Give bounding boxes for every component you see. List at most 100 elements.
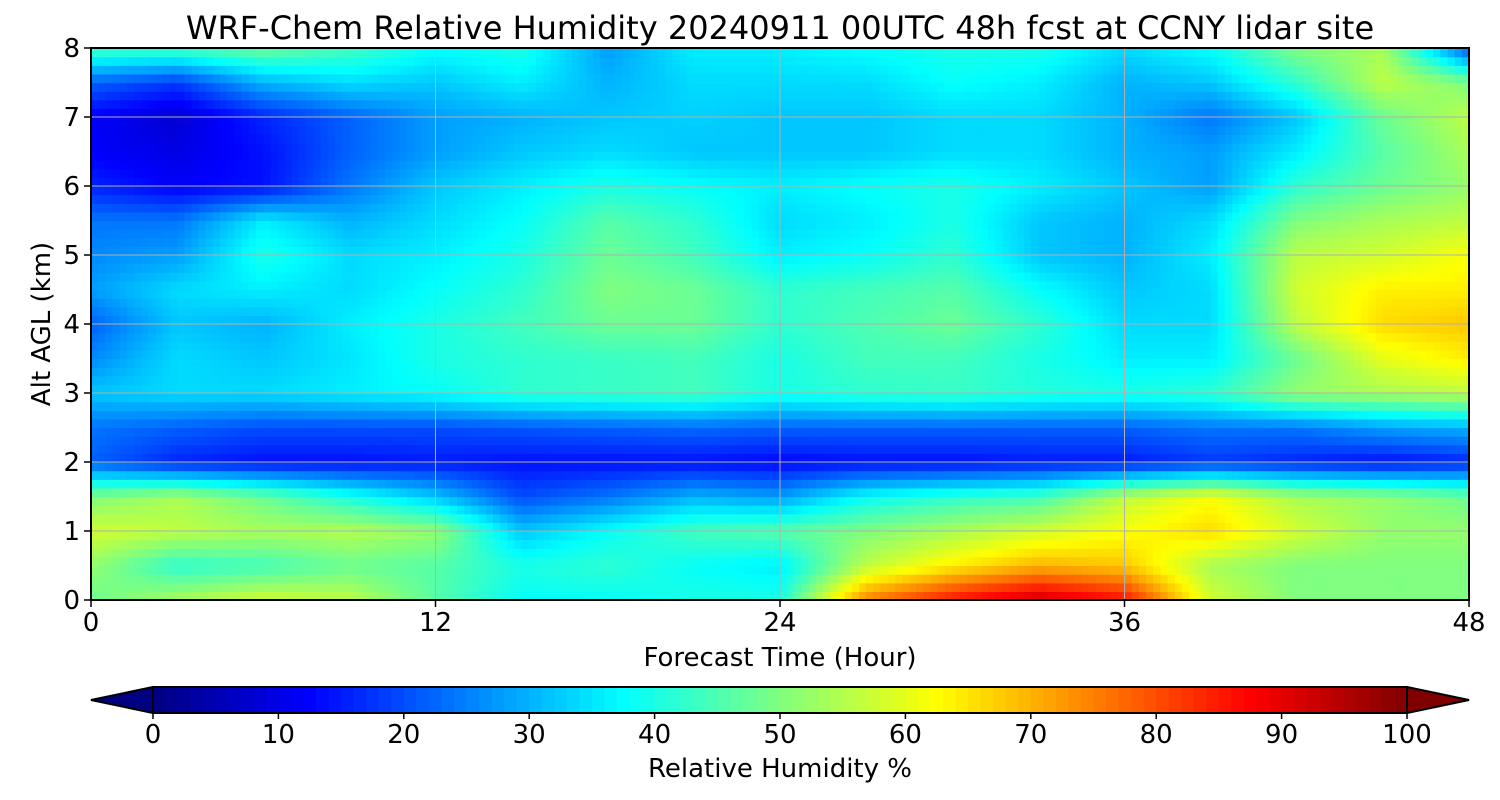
heatmap-cell: [701, 410, 709, 420]
heatmap-cell: [715, 462, 724, 472]
heatmap-cell: [1382, 427, 1391, 437]
heatmap-cell: [148, 453, 157, 463]
heatmap-cell: [327, 505, 336, 515]
heatmap-cell: [1088, 531, 1097, 541]
heatmap-cell: [959, 565, 968, 575]
heatmap-cell: [787, 401, 795, 411]
heatmap-cell: [916, 539, 925, 549]
heatmap-cell: [1131, 505, 1140, 515]
heatmap-cell: [241, 565, 250, 575]
heatmap-cell: [471, 479, 480, 489]
heatmap-cell: [600, 513, 609, 523]
heatmap-cell: [1153, 453, 1161, 463]
heatmap-cell: [98, 505, 106, 515]
heatmap-cell: [571, 522, 580, 532]
heatmap-cell: [119, 522, 128, 532]
heatmap-cell: [535, 375, 544, 385]
heatmap-cell: [1311, 384, 1319, 394]
heatmap-cell: [1232, 539, 1240, 549]
heatmap-cell: [457, 531, 465, 541]
heatmap-cell: [1232, 462, 1240, 472]
heatmap-cell: [191, 427, 200, 437]
heatmap-cell: [830, 556, 839, 567]
heatmap-cell: [1318, 565, 1327, 575]
heatmap-cell: [1332, 470, 1341, 480]
heatmap-cell: [744, 496, 752, 506]
heatmap-cell: [1282, 531, 1291, 541]
heatmap-cell: [937, 487, 946, 498]
heatmap-cell: [1454, 556, 1463, 567]
heatmap-cell: [607, 401, 616, 411]
heatmap-cell: [1181, 410, 1190, 420]
heatmap-cell: [600, 470, 609, 480]
heatmap-cell: [1354, 582, 1362, 592]
heatmap-cell: [851, 582, 860, 592]
heatmap-cell: [471, 427, 480, 437]
heatmap-cell: [428, 418, 437, 429]
heatmap-cell: [657, 418, 666, 429]
heatmap-cell: [973, 531, 982, 541]
heatmap-cell: [528, 462, 537, 472]
heatmap-cell: [169, 582, 178, 592]
heatmap-cell: [952, 401, 961, 411]
heatmap-cell: [1433, 505, 1441, 515]
heatmap-cell: [234, 496, 243, 506]
heatmap-cell: [399, 384, 408, 394]
heatmap-cell: [1002, 591, 1011, 600]
heatmap-cell: [1203, 565, 1212, 575]
heatmap-cell: [988, 470, 996, 480]
heatmap-cell: [449, 522, 458, 532]
heatmap-cell: [457, 479, 465, 489]
heatmap-cell: [349, 427, 358, 437]
heatmap-cell: [758, 436, 767, 446]
heatmap-cell: [1232, 401, 1240, 411]
heatmap-cell: [851, 574, 860, 584]
heatmap-cell: [579, 582, 587, 592]
heatmap-cell: [815, 479, 824, 489]
heatmap-cell: [1024, 591, 1032, 600]
heatmap-cell: [1411, 410, 1420, 420]
heatmap-cell: [579, 470, 587, 480]
heatmap-cell: [729, 496, 738, 506]
heatmap-cell: [234, 591, 243, 600]
heatmap-cell: [335, 384, 343, 394]
heatmap-cell: [858, 556, 867, 567]
heatmap-cell: [1095, 513, 1104, 523]
heatmap-cell: [1045, 462, 1054, 472]
heatmap-cell: [1224, 427, 1233, 437]
heatmap-cell: [873, 496, 882, 506]
heatmap-cell: [112, 556, 121, 567]
heatmap-cell: [256, 591, 264, 600]
heatmap-cell: [1016, 487, 1025, 498]
heatmap-cell: [665, 574, 673, 584]
heatmap-cell: [428, 531, 437, 541]
heatmap-cell: [449, 436, 458, 446]
heatmap-cell: [1447, 487, 1456, 498]
heatmap-cell: [930, 505, 939, 515]
heatmap-cell: [808, 453, 817, 463]
heatmap-cell: [471, 470, 480, 480]
heatmap-cell: [134, 401, 142, 411]
heatmap-cell: [148, 591, 157, 600]
heatmap-cell: [1210, 479, 1219, 489]
heatmap-cell: [772, 418, 781, 429]
heatmap-cell: [177, 487, 185, 498]
heatmap-cell: [937, 574, 946, 584]
heatmap-cell: [1239, 410, 1248, 420]
heatmap-cell: [500, 479, 508, 489]
heatmap-cell: [1368, 410, 1377, 420]
heatmap-cell: [112, 531, 121, 541]
heatmap-cell: [385, 591, 394, 600]
heatmap-cell: [844, 384, 853, 394]
heatmap-cell: [866, 513, 874, 523]
heatmap-cell: [105, 470, 114, 480]
heatmap-cell: [851, 539, 860, 549]
heatmap-cell: [442, 539, 451, 549]
heatmap-cell: [636, 513, 645, 523]
heatmap-cell: [162, 548, 171, 558]
heatmap-cell: [1303, 522, 1312, 532]
heatmap-cell: [607, 470, 616, 480]
heatmap-cell: [945, 505, 953, 515]
heatmap-cell: [134, 531, 142, 541]
heatmap-cell: [363, 496, 372, 506]
